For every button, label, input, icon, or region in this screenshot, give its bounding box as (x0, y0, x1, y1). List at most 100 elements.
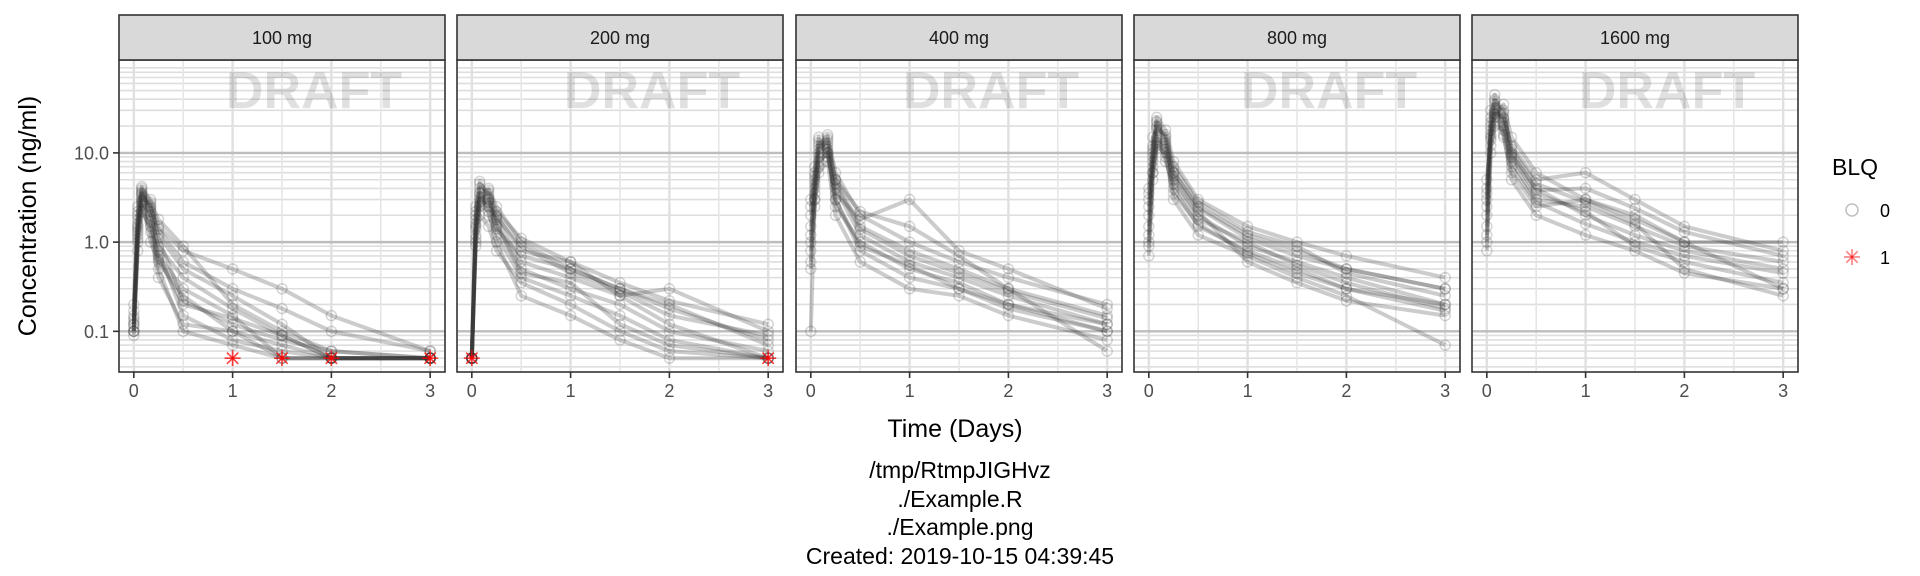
subject-profile-line (1484, 124, 1784, 276)
facet-strip-label: 100 mg (252, 28, 312, 48)
concentration-point (1777, 277, 1789, 289)
concentration-point (490, 245, 503, 257)
concentration-point (177, 283, 189, 295)
subject-profile-line (131, 197, 431, 361)
legend-open-circle-icon (1845, 203, 1859, 217)
concentration-point (1678, 250, 1691, 262)
concentration-point (809, 160, 821, 173)
concentration-point (1241, 229, 1254, 241)
concentration-point (470, 213, 482, 226)
concentration-point (1192, 213, 1204, 226)
subject-profile-line (131, 188, 431, 361)
concentration-point (1291, 277, 1303, 289)
concentration-point (564, 283, 577, 295)
concentration-point (1579, 218, 1592, 230)
concentration-point (1485, 124, 1497, 136)
concentration-point (1192, 220, 1204, 233)
concentration-point (226, 302, 239, 315)
concentration-point (226, 312, 239, 325)
concentration-point (762, 318, 774, 331)
concentration-point (1101, 318, 1113, 331)
concentration-point (809, 178, 821, 190)
draft-watermark: DRAFT (1241, 62, 1417, 120)
concentration-point (953, 290, 965, 302)
concentration-point (903, 245, 916, 257)
concentration-point (1167, 166, 1180, 179)
concentration-point (614, 309, 626, 322)
concentration-point (473, 186, 486, 199)
concentration-point (953, 245, 965, 257)
concentration-point (1505, 166, 1518, 179)
concentration-point (953, 256, 965, 268)
concentration-point (1629, 193, 1641, 206)
concentration-point (1101, 345, 1113, 357)
concentration-point (1497, 120, 1510, 132)
concentration-point (1497, 128, 1510, 141)
concentration-point (515, 290, 527, 302)
concentration-point (132, 205, 144, 218)
concentration-point (276, 325, 288, 338)
concentration-point (1159, 134, 1172, 146)
concentration-point (152, 245, 165, 257)
concentration-point (1291, 236, 1303, 248)
concentration-point (226, 318, 239, 331)
concentration-point (490, 200, 503, 213)
concentration-point (812, 143, 825, 155)
concentration-point (663, 334, 676, 346)
concentration-point (564, 277, 577, 289)
concentration-point (128, 325, 140, 338)
concentration-point (132, 236, 144, 248)
concentration-point (132, 223, 144, 235)
subject-profile-line (469, 186, 769, 361)
concentration-point (812, 160, 825, 173)
concentration-point (953, 271, 965, 284)
concentration-point (1143, 250, 1155, 262)
concentration-point (1192, 205, 1204, 218)
concentration-point (482, 196, 495, 208)
concentration-point (490, 211, 503, 223)
facet-strip-label: 400 mg (929, 28, 989, 48)
subject-profile-line (808, 140, 1108, 334)
concentration-point (829, 209, 842, 222)
concentration-point (1147, 166, 1159, 179)
concentration-point (1505, 149, 1518, 161)
concentration-point (614, 283, 626, 295)
concentration-point (515, 240, 527, 252)
concentration-point (1678, 220, 1691, 233)
concentration-point (829, 174, 842, 186)
concentration-point (152, 213, 165, 226)
concentration-point (1530, 184, 1542, 197)
concentration-point (144, 215, 157, 228)
concentration-point (1777, 283, 1789, 295)
concentration-point (1143, 229, 1155, 241)
blq-asterisk-point (760, 350, 777, 367)
x-tick-label: 1 (905, 381, 915, 401)
concentration-point (132, 213, 144, 226)
legend-title: BLQ (1832, 154, 1878, 180)
facet-panel: DRAFT 400 mg 0 1 2 3 (795, 14, 1123, 401)
concentration-point (1629, 229, 1641, 241)
concentration-point (470, 209, 482, 222)
concentration-point (1439, 309, 1451, 322)
x-tick-label: 3 (425, 381, 435, 401)
blq-asterisk-stroke (423, 351, 437, 365)
concentration-point (515, 245, 527, 257)
concentration-point (1439, 302, 1451, 315)
concentration-point (152, 240, 165, 252)
legend: BLQ 0 1 (1832, 154, 1890, 268)
concentration-point (1629, 245, 1641, 257)
concentration-point (490, 205, 503, 218)
concentration-point (1678, 226, 1691, 238)
concentration-point (473, 187, 486, 200)
subject-profile-line (1484, 105, 1784, 285)
subject-profile-line (1146, 143, 1447, 347)
concentration-point (482, 187, 495, 200)
concentration-point (903, 271, 916, 284)
concentration-point (128, 312, 140, 325)
concentration-point (809, 193, 821, 206)
concentration-point (614, 318, 626, 331)
facet-strip-label: 200 mg (590, 28, 650, 48)
concentration-point (152, 232, 165, 245)
concentration-point (1147, 174, 1159, 186)
subject-profile-line (808, 147, 1108, 327)
